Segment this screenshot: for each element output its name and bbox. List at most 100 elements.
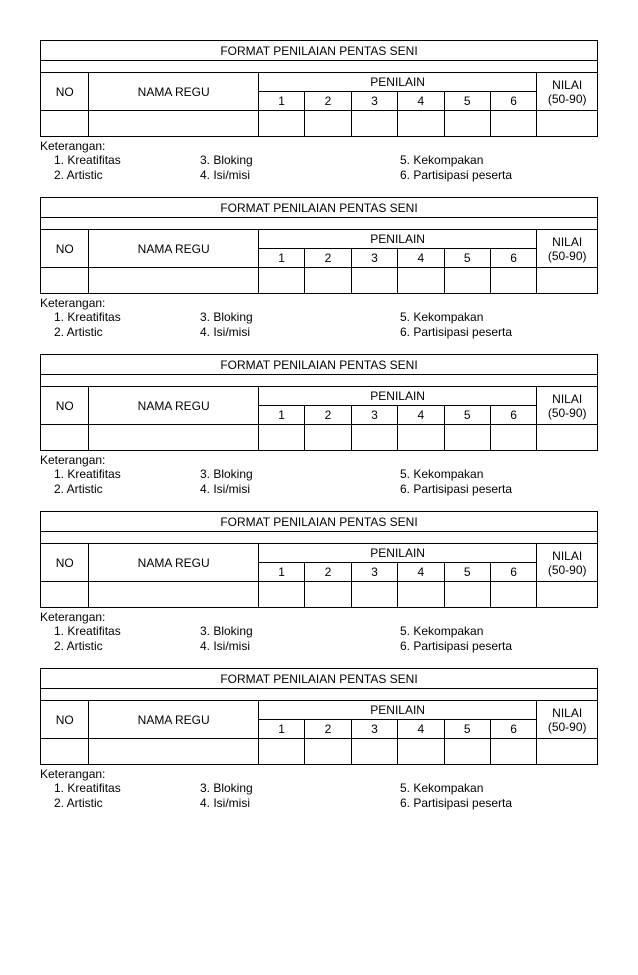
ket-item-6: 6. Partisipasi peserta xyxy=(400,325,598,340)
col-nama-header: NAMA REGU xyxy=(89,230,258,268)
spacer-row xyxy=(41,375,598,387)
penilain-4: 4 xyxy=(398,406,444,425)
nilai-line1: NILAI xyxy=(541,392,593,406)
cell-p2 xyxy=(305,425,351,451)
col-nama-header: NAMA REGU xyxy=(89,544,258,582)
penilain-1: 1 xyxy=(258,249,304,268)
cell-p6 xyxy=(490,582,536,608)
keterangan-block: Keterangan: 1. Kreatifitas 2. Artistic 3… xyxy=(40,453,598,497)
col-penilain-header: PENILAIN xyxy=(258,230,536,249)
cell-p6 xyxy=(490,111,536,137)
penilain-6: 6 xyxy=(490,563,536,582)
nilai-line1: NILAI xyxy=(541,549,593,563)
ket-item-1: 1. Kreatifitas xyxy=(54,467,200,482)
keterangan-block: Keterangan: 1. Kreatifitas 2. Artistic 3… xyxy=(40,767,598,811)
penilain-6: 6 xyxy=(490,720,536,739)
ket-item-5: 5. Kekompakan xyxy=(400,624,598,639)
penilain-3: 3 xyxy=(351,92,397,111)
cell-p5 xyxy=(444,739,490,765)
nilai-line2: (50-90) xyxy=(541,720,593,734)
penilain-1: 1 xyxy=(258,720,304,739)
cell-no xyxy=(41,111,89,137)
cell-nilai xyxy=(537,111,598,137)
keterangan-block: Keterangan: 1. Kreatifitas 2. Artistic 3… xyxy=(40,139,598,183)
cell-p1 xyxy=(258,268,304,294)
evaluation-table: FORMAT PENILAIAN PENTAS SENI NO NAMA REG… xyxy=(40,511,598,608)
col-penilain-header: PENILAIN xyxy=(258,544,536,563)
ket-item-4: 4. Isi/misi xyxy=(200,796,400,811)
cell-p3 xyxy=(351,111,397,137)
col-nilai-header: NILAI (50-90) xyxy=(537,387,598,425)
col-penilain-header: PENILAIN xyxy=(258,73,536,92)
ket-item-2: 2. Artistic xyxy=(54,168,200,183)
ket-item-6: 6. Partisipasi peserta xyxy=(400,796,598,811)
nilai-line1: NILAI xyxy=(541,706,593,720)
cell-nilai xyxy=(537,582,598,608)
cell-nama xyxy=(89,111,258,137)
penilain-5: 5 xyxy=(444,406,490,425)
cell-p2 xyxy=(305,739,351,765)
keterangan-header: Keterangan: xyxy=(40,296,598,310)
evaluation-form: FORMAT PENILAIAN PENTAS SENI NO NAMA REG… xyxy=(40,668,598,811)
cell-nama xyxy=(89,739,258,765)
ket-item-1: 1. Kreatifitas xyxy=(54,624,200,639)
col-nama-header: NAMA REGU xyxy=(89,701,258,739)
cell-p6 xyxy=(490,739,536,765)
penilain-2: 2 xyxy=(305,563,351,582)
col-no-header: NO xyxy=(41,230,89,268)
table-title: FORMAT PENILAIAN PENTAS SENI xyxy=(41,669,598,689)
col-nama-header: NAMA REGU xyxy=(89,387,258,425)
cell-p1 xyxy=(258,582,304,608)
keterangan-block: Keterangan: 1. Kreatifitas 2. Artistic 3… xyxy=(40,296,598,340)
ket-item-2: 2. Artistic xyxy=(54,325,200,340)
cell-nama xyxy=(89,425,258,451)
col-penilain-header: PENILAIN xyxy=(258,701,536,720)
penilain-1: 1 xyxy=(258,92,304,111)
ket-item-6: 6. Partisipasi peserta xyxy=(400,639,598,654)
keterangan-header: Keterangan: xyxy=(40,767,598,781)
col-nama-header: NAMA REGU xyxy=(89,73,258,111)
col-no-header: NO xyxy=(41,544,89,582)
table-title: FORMAT PENILAIAN PENTAS SENI xyxy=(41,198,598,218)
ket-item-4: 4. Isi/misi xyxy=(200,168,400,183)
spacer-row xyxy=(41,61,598,73)
evaluation-form: FORMAT PENILAIAN PENTAS SENI NO NAMA REG… xyxy=(40,354,598,497)
keterangan-block: Keterangan: 1. Kreatifitas 2. Artistic 3… xyxy=(40,610,598,654)
cell-p6 xyxy=(490,425,536,451)
ket-item-3: 3. Bloking xyxy=(200,153,400,168)
evaluation-form: FORMAT PENILAIAN PENTAS SENI NO NAMA REG… xyxy=(40,197,598,340)
ket-item-2: 2. Artistic xyxy=(54,796,200,811)
evaluation-form: FORMAT PENILAIAN PENTAS SENI NO NAMA REG… xyxy=(40,40,598,183)
table-title: FORMAT PENILAIAN PENTAS SENI xyxy=(41,41,598,61)
nilai-line2: (50-90) xyxy=(541,406,593,420)
cell-p2 xyxy=(305,111,351,137)
cell-p3 xyxy=(351,425,397,451)
cell-p5 xyxy=(444,582,490,608)
ket-item-2: 2. Artistic xyxy=(54,639,200,654)
cell-p2 xyxy=(305,582,351,608)
ket-item-6: 6. Partisipasi peserta xyxy=(400,482,598,497)
penilain-6: 6 xyxy=(490,92,536,111)
cell-p6 xyxy=(490,268,536,294)
penilain-2: 2 xyxy=(305,406,351,425)
ket-item-5: 5. Kekompakan xyxy=(400,153,598,168)
cell-no xyxy=(41,582,89,608)
penilain-1: 1 xyxy=(258,563,304,582)
penilain-4: 4 xyxy=(398,563,444,582)
col-nilai-header: NILAI (50-90) xyxy=(537,73,598,111)
col-nilai-header: NILAI (50-90) xyxy=(537,701,598,739)
penilain-6: 6 xyxy=(490,249,536,268)
ket-item-5: 5. Kekompakan xyxy=(400,781,598,796)
nilai-line1: NILAI xyxy=(541,78,593,92)
penilain-2: 2 xyxy=(305,720,351,739)
evaluation-table: FORMAT PENILAIAN PENTAS SENI NO NAMA REG… xyxy=(40,354,598,451)
keterangan-header: Keterangan: xyxy=(40,453,598,467)
cell-p5 xyxy=(444,111,490,137)
cell-p3 xyxy=(351,739,397,765)
penilain-5: 5 xyxy=(444,92,490,111)
cell-nilai xyxy=(537,425,598,451)
spacer-row xyxy=(41,218,598,230)
nilai-line2: (50-90) xyxy=(541,249,593,263)
cell-no xyxy=(41,425,89,451)
table-title: FORMAT PENILAIAN PENTAS SENI xyxy=(41,355,598,375)
